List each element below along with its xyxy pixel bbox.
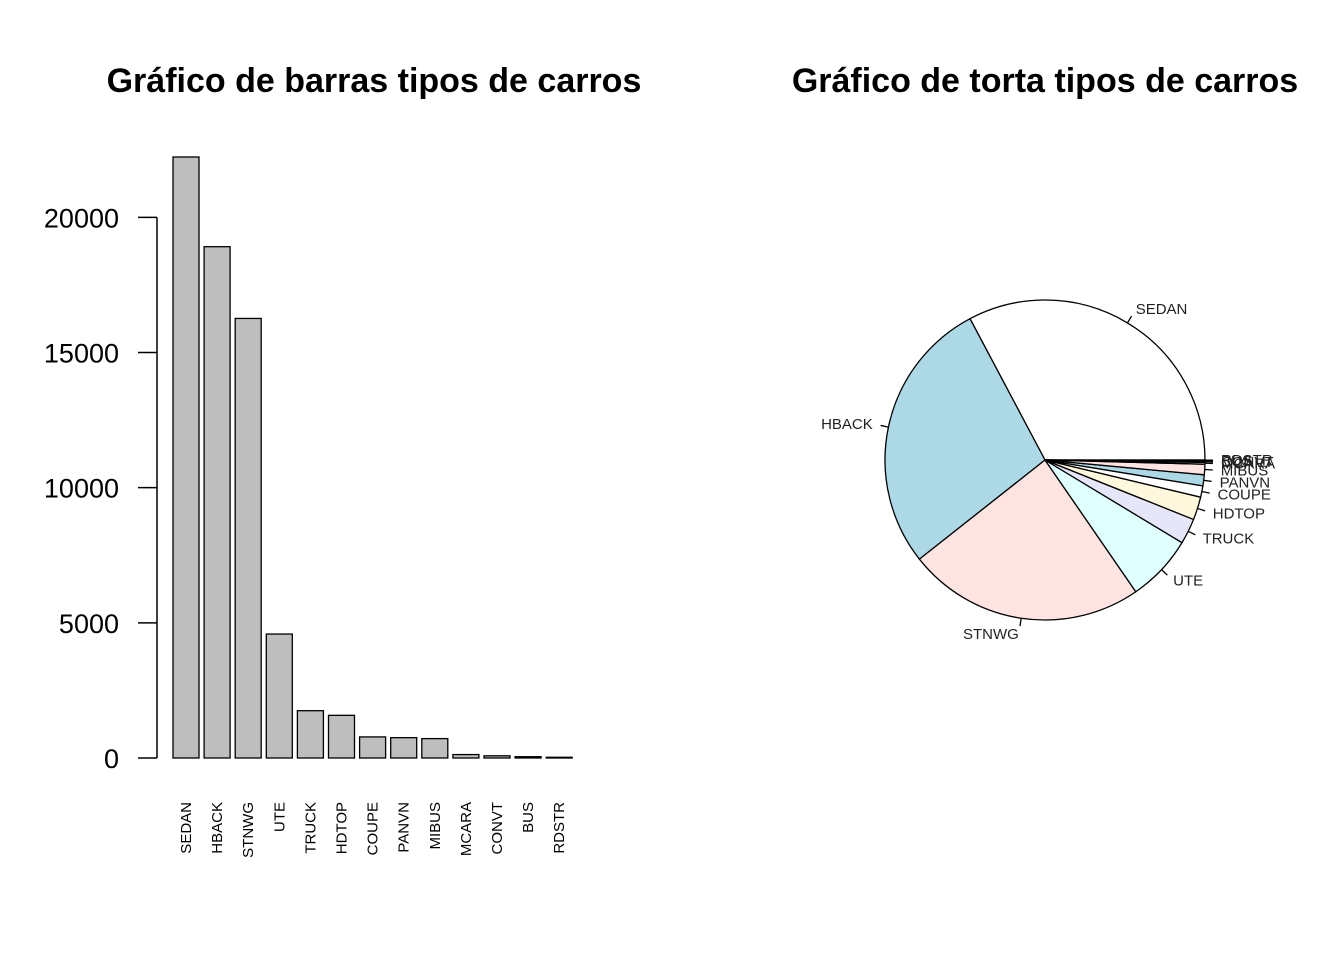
slice-label: STNWG — [963, 626, 1019, 643]
bar-coupe — [358, 736, 387, 759]
slice-label: HDTOP — [1213, 505, 1265, 522]
slice-stnwg — [918, 459, 1137, 621]
bar-chart: Gráfico de barras tipos de carros 0 5000 1… — [44, 62, 641, 858]
slice-label: COUPE — [1218, 487, 1271, 504]
bar-truck — [296, 710, 325, 759]
bar-rdstr — [545, 756, 573, 759]
x-tick-label: HDTOP — [334, 802, 351, 854]
y-tick-label: 10000 — [44, 474, 119, 504]
bar-mibus — [421, 737, 449, 759]
slice-leader-line — [1203, 479, 1212, 482]
slice-label: TRUCK — [1203, 530, 1255, 547]
bar-ute — [265, 633, 293, 759]
x-tick-label: CONVT — [489, 802, 506, 855]
bar-mcara — [452, 753, 480, 759]
slice-label: HBACK — [821, 416, 873, 433]
bar-hdtop — [327, 714, 356, 759]
slice-label: MIBUS — [1221, 462, 1269, 479]
bar-chart-title: Gráfico de barras tipos de carros — [107, 62, 642, 100]
x-tick-label: UTE — [271, 802, 288, 832]
x-tick-label: STNWG — [240, 802, 257, 858]
slice-label: BUS — [1221, 453, 1252, 470]
bar-panvn — [390, 737, 418, 759]
slice-leader-line — [880, 424, 889, 428]
slice-label: UTE — [1173, 573, 1203, 590]
pie-slices — [884, 299, 1206, 621]
slice-label: SEDAN — [1136, 301, 1188, 318]
bar-x-tick-labels: SEDAN HBACK STNWG UTE TRUCK HDTOP COUPE PANVN MI… — [178, 802, 568, 858]
slice-leader-line — [1187, 530, 1196, 536]
x-tick-label: TRUCK — [302, 802, 319, 854]
y-tick-label: 15000 — [44, 339, 119, 369]
pie-labels: SEDAN HBACK STNWG UTE TRUCK HDTOPCOUPEPANVNMI… — [821, 301, 1275, 643]
y-tick-label: 20000 — [44, 203, 119, 233]
x-tick-label: MCARA — [458, 802, 475, 856]
slice-label: PANVN — [1220, 474, 1271, 491]
x-tick-label: MIBUS — [427, 802, 444, 850]
bar-convt — [483, 755, 511, 759]
x-tick-label: HBACK — [209, 802, 226, 854]
bar-bus — [514, 756, 542, 759]
x-tick-label: RDSTR — [551, 802, 568, 854]
bar-y-axis: 0 5000 10000 15000 20000 — [44, 203, 158, 774]
slice-label: RDSTR — [1221, 452, 1273, 469]
slice-hback — [884, 317, 1046, 561]
bar-stnwg — [234, 317, 262, 759]
slice-leader-line — [1197, 507, 1206, 512]
slice-leader-line — [1161, 569, 1168, 576]
x-tick-label: BUS — [520, 802, 537, 833]
slice-leader-line — [1019, 618, 1022, 627]
y-tick-label: 0 — [104, 744, 119, 774]
slice-leader-line — [1126, 315, 1133, 324]
x-tick-label: COUPE — [365, 802, 382, 855]
bar-sedan — [172, 156, 200, 759]
slice-label: MCARA — [1221, 456, 1275, 473]
pie-chart: Gráfico de torta tipos de carros SEDAN HB… — [792, 62, 1298, 643]
slice-leader-line — [1201, 490, 1210, 494]
y-tick-label: 5000 — [59, 609, 119, 639]
pie-chart-title: Gráfico de torta tipos de carros — [792, 62, 1298, 100]
x-tick-label: SEDAN — [178, 802, 195, 854]
x-tick-label: PANVN — [396, 802, 413, 853]
slice-label: CONVT — [1221, 454, 1274, 471]
bar-marks — [172, 156, 573, 759]
bar-hback — [203, 246, 231, 759]
